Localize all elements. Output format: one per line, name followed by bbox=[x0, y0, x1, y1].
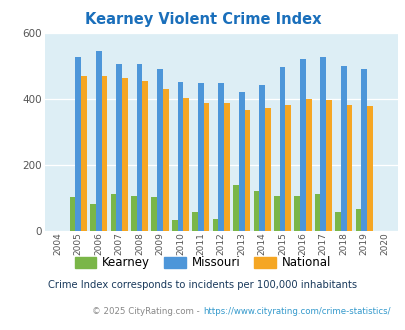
Bar bbox=[314, 194, 320, 231]
Bar bbox=[110, 194, 116, 231]
Bar bbox=[320, 57, 325, 231]
Bar bbox=[366, 106, 372, 231]
Bar bbox=[116, 64, 122, 231]
Bar bbox=[142, 81, 148, 231]
Bar bbox=[273, 196, 279, 231]
Bar bbox=[294, 196, 299, 231]
Bar bbox=[122, 78, 128, 231]
Bar bbox=[360, 69, 366, 231]
Bar bbox=[224, 103, 229, 231]
Bar bbox=[218, 82, 224, 231]
Bar bbox=[162, 89, 168, 231]
Bar bbox=[183, 98, 189, 231]
Bar bbox=[198, 83, 203, 231]
Bar bbox=[90, 204, 96, 231]
Bar bbox=[253, 191, 259, 231]
Bar bbox=[171, 220, 177, 231]
Bar bbox=[151, 197, 157, 231]
Text: Kearney Violent Crime Index: Kearney Violent Crime Index bbox=[85, 12, 320, 26]
Text: https://www.cityrating.com/crime-statistics/: https://www.cityrating.com/crime-statist… bbox=[202, 307, 390, 316]
Bar bbox=[177, 82, 183, 231]
Bar bbox=[340, 66, 346, 231]
Bar bbox=[259, 85, 264, 231]
Bar bbox=[238, 92, 244, 231]
Text: © 2025 CityRating.com -: © 2025 CityRating.com - bbox=[92, 307, 202, 316]
Bar bbox=[203, 103, 209, 231]
Bar bbox=[232, 185, 238, 231]
Bar bbox=[305, 99, 311, 231]
Bar bbox=[101, 76, 107, 231]
Bar bbox=[264, 108, 270, 231]
Bar bbox=[70, 197, 75, 231]
Bar bbox=[244, 110, 249, 231]
Bar bbox=[285, 105, 290, 231]
Bar bbox=[335, 212, 340, 231]
Text: Crime Index corresponds to incidents per 100,000 inhabitants: Crime Index corresponds to incidents per… bbox=[48, 280, 357, 290]
Bar bbox=[136, 64, 142, 231]
Bar bbox=[325, 100, 331, 231]
Bar bbox=[279, 67, 285, 231]
Bar bbox=[299, 59, 305, 231]
Bar bbox=[157, 69, 162, 231]
Bar bbox=[81, 76, 87, 231]
Bar bbox=[75, 57, 81, 231]
Bar bbox=[131, 196, 136, 231]
Bar bbox=[346, 105, 352, 231]
Legend: Kearney, Missouri, National: Kearney, Missouri, National bbox=[70, 252, 335, 274]
Bar bbox=[96, 51, 101, 231]
Bar bbox=[212, 219, 218, 231]
Bar bbox=[192, 212, 198, 231]
Bar bbox=[355, 209, 360, 231]
